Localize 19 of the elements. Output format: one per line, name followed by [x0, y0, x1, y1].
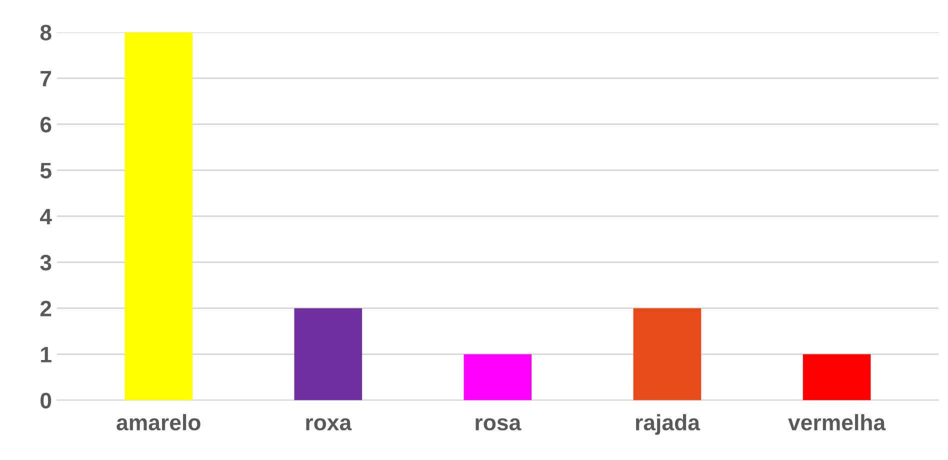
- x-tick-label: rosa: [476, 418, 522, 430]
- y-tick-label: 1: [41, 346, 52, 362]
- y-tick-label: 2: [40, 300, 52, 316]
- bar: [294, 308, 362, 400]
- bar: [802, 354, 871, 400]
- x-tick-label: amarelo: [116, 414, 200, 430]
- x-tick-label: vermelha: [788, 414, 886, 430]
- x-tick-label: rajada: [636, 414, 700, 435]
- y-tick-label: 7: [40, 70, 52, 86]
- bar: [633, 308, 702, 400]
- y-tick-label: 4: [40, 208, 52, 224]
- bar: [124, 32, 193, 400]
- y-tick-label: 5: [40, 162, 52, 178]
- x-tick-label: roxa: [306, 418, 352, 430]
- y-tick-label: 8: [40, 24, 52, 40]
- y-tick-label: 0: [40, 392, 52, 408]
- y-tick-label: 3: [40, 254, 52, 270]
- bar: [464, 354, 532, 400]
- y-tick-label: 6: [40, 116, 52, 132]
